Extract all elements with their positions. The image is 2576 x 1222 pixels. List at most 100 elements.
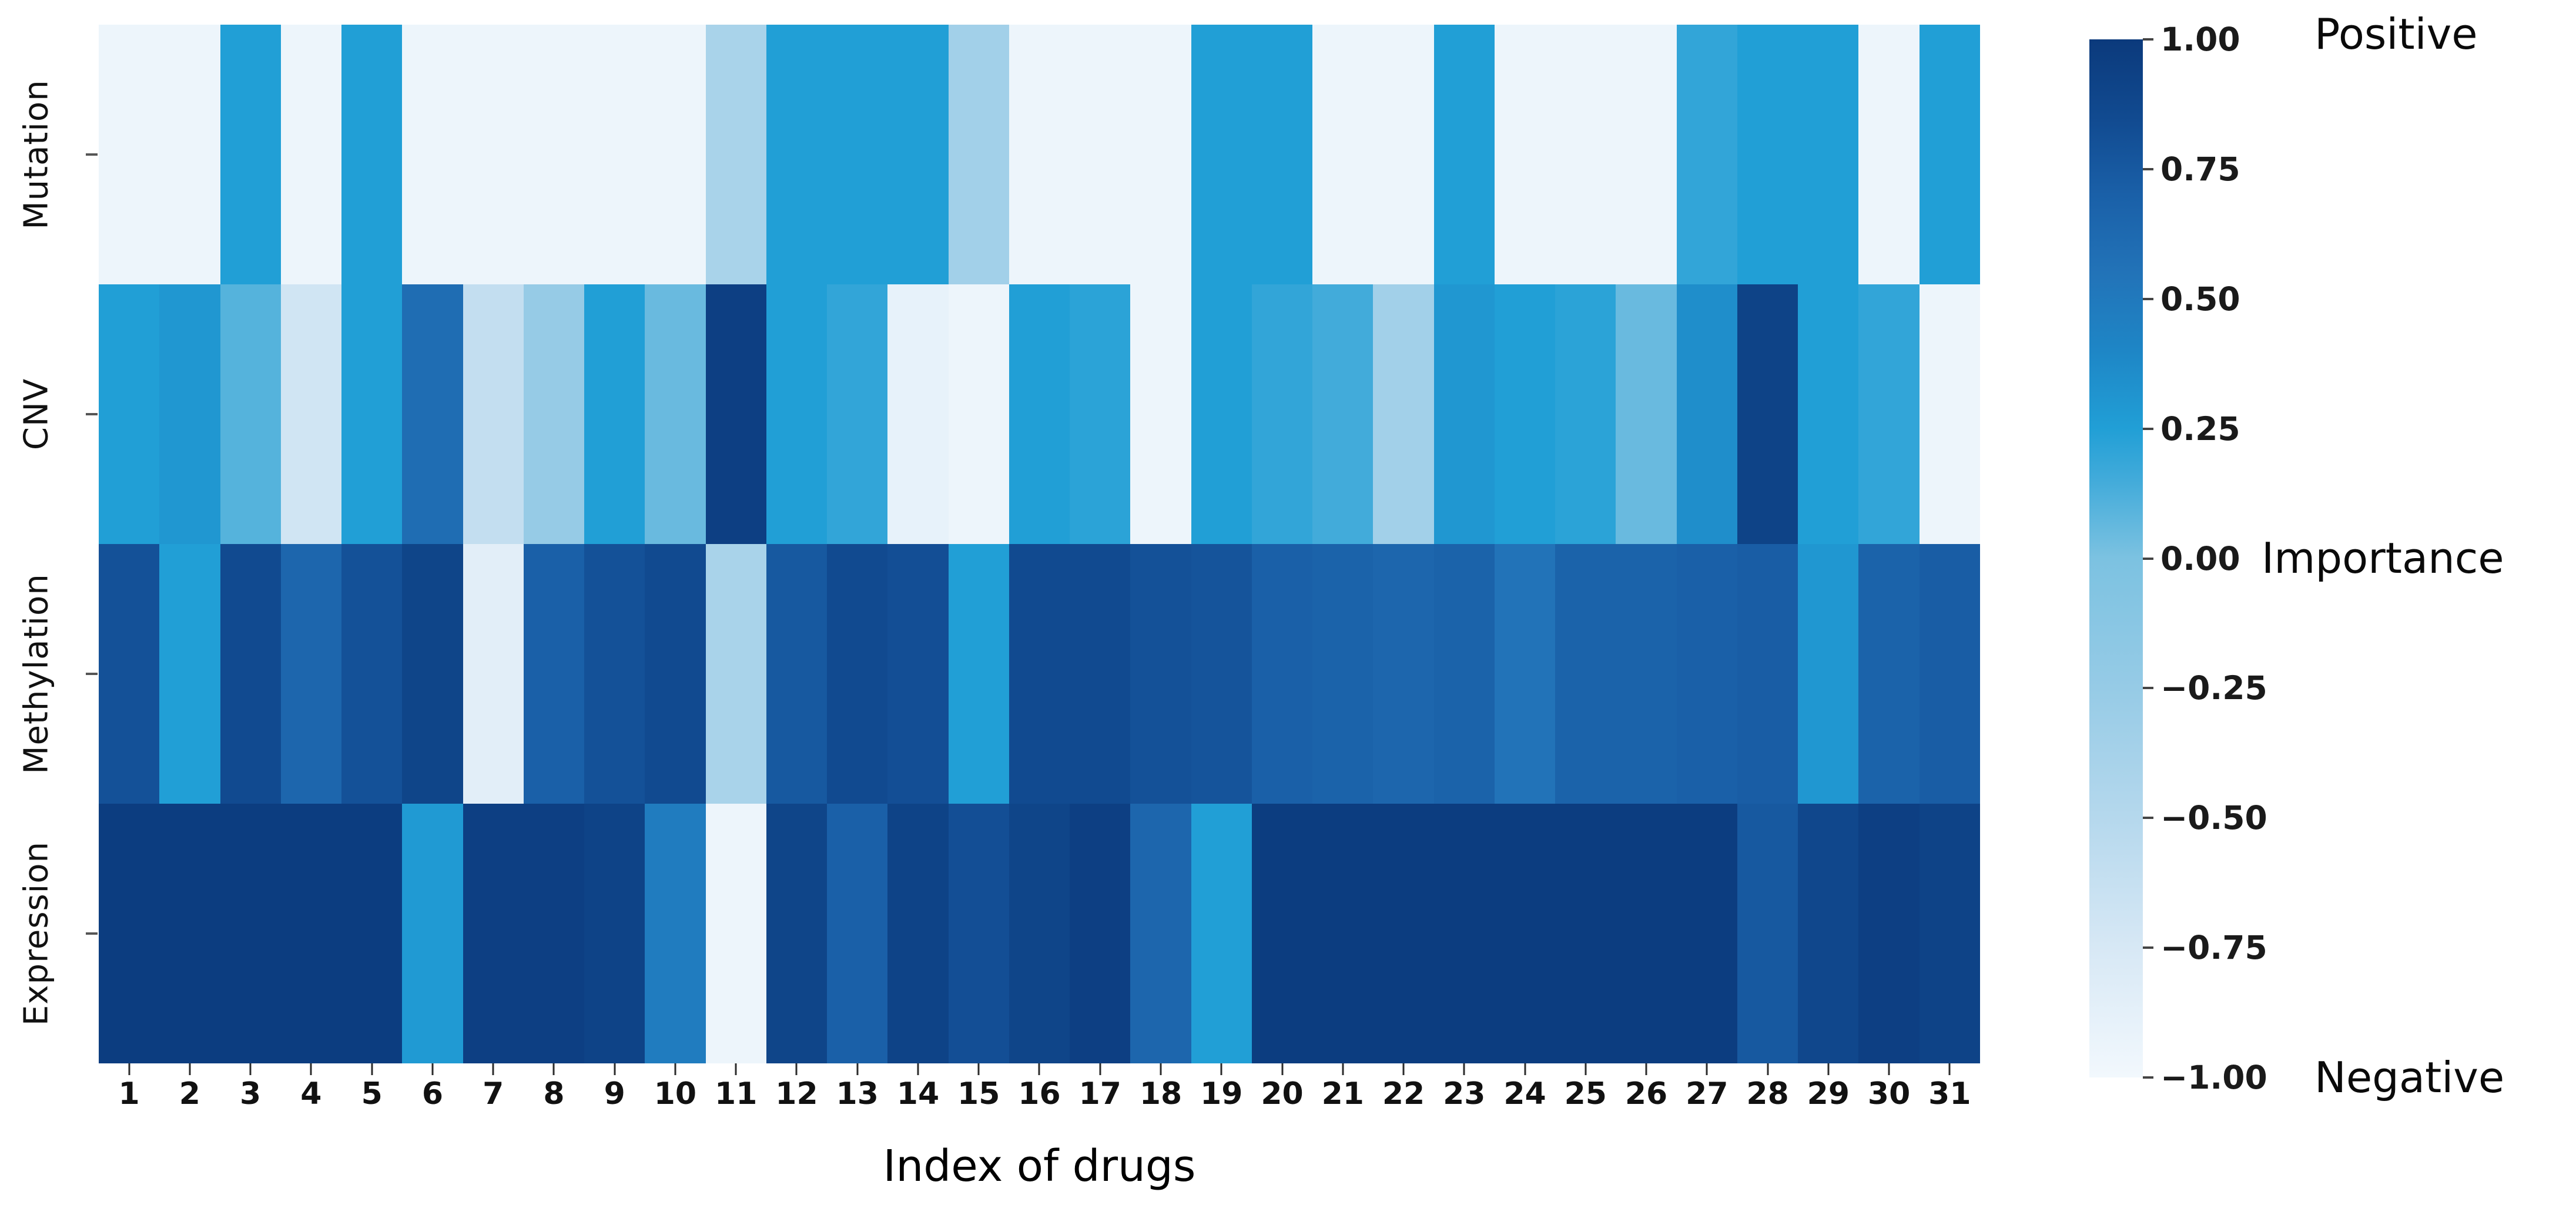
heatmap-cell: [887, 25, 949, 284]
x-tick: [159, 1063, 220, 1076]
heatmap-cell: [948, 25, 1009, 284]
x-tick: [827, 1063, 887, 1076]
x-tick-label: 24: [1503, 1076, 1546, 1112]
x-tick-label: 31: [1928, 1076, 1971, 1112]
x-tick: [887, 1063, 948, 1076]
x-tick-label: 28: [1746, 1076, 1789, 1112]
heatmap-cell: [1919, 25, 1980, 284]
heatmap-cell: [1494, 544, 1556, 804]
x-tick-label: 25: [1564, 1076, 1607, 1112]
heatmap-cell: [1555, 544, 1616, 804]
x-tick: [99, 1063, 159, 1076]
heatmap-cell: [1798, 25, 1859, 284]
x-tick: [220, 1063, 281, 1076]
heatmap-cell: [1312, 544, 1374, 804]
heatmap-cell: [220, 284, 281, 544]
heatmap-cell: [159, 804, 220, 1063]
heatmap-cell: [887, 544, 949, 804]
heatmap-cell: [645, 25, 706, 284]
heatmap-cell: [1737, 804, 1798, 1063]
heatmap-cell: [827, 25, 888, 284]
colorbar-importance-label: Importance: [2262, 533, 2504, 583]
heatmap-cell: [1312, 25, 1374, 284]
heatmap-cell: [1616, 804, 1677, 1063]
x-tick: [1920, 1063, 1980, 1076]
heatmap-cell: [1312, 284, 1374, 544]
heatmap-cell: [1191, 25, 1252, 284]
heatmap-cell: [1433, 25, 1495, 284]
x-tick: [524, 1063, 584, 1076]
x-tick-label: 20: [1261, 1076, 1304, 1112]
heatmap-cell: [523, 804, 585, 1063]
x-tick: [341, 1063, 402, 1076]
x-tick-label: 3: [240, 1076, 262, 1112]
x-tick: [1737, 1063, 1798, 1076]
colorbar-tick-label: 0.25: [2160, 409, 2240, 448]
x-tick-label: 5: [361, 1076, 383, 1112]
heatmap-cell: [766, 284, 828, 544]
heatmap-cell: [1676, 544, 1737, 804]
colorbar-positive-label: Positive: [2314, 9, 2478, 59]
heatmap-cell: [1312, 804, 1374, 1063]
y-tick: [86, 932, 98, 935]
x-tick-label: 12: [775, 1076, 818, 1112]
heatmap-cell: [948, 284, 1009, 544]
heatmap-cell: [827, 284, 888, 544]
x-tick: [645, 1063, 705, 1076]
x-tick: [1009, 1063, 1070, 1076]
x-axis-tick-labels: 1 2 3 4 5 6 7 8 9 10 11 12 13 14 15 16 17 18 19 20 21 22 23 24 2…: [99, 1075, 1980, 1113]
heatmap-cell: [1191, 544, 1252, 804]
heatmap-cell: [1433, 544, 1495, 804]
heatmap-cell: [1130, 804, 1191, 1063]
y-tick: [86, 673, 98, 675]
heatmap-cell: [1555, 804, 1616, 1063]
colorbar-tick: [2143, 817, 2153, 820]
heatmap-cell: [1009, 544, 1070, 804]
heatmap-cell: [584, 804, 645, 1063]
heatmap-cell: [341, 804, 403, 1063]
heatmap-cell: [220, 544, 281, 804]
heatmap-cell: [402, 25, 463, 284]
heatmap-cell: [1798, 544, 1859, 804]
heatmap-cell: [1676, 25, 1737, 284]
heatmap-cell: [645, 544, 706, 804]
x-axis-title: Index of drugs: [883, 1141, 1196, 1191]
heatmap-cell: [1737, 25, 1798, 284]
heatmap-cell: [159, 284, 220, 544]
x-tick-label: 30: [1867, 1076, 1911, 1112]
x-tick-label: 6: [421, 1076, 443, 1112]
x-tick-label: 22: [1382, 1076, 1425, 1112]
x-tick: [949, 1063, 1009, 1076]
heatmap-cell: [1858, 284, 1920, 544]
heatmap-cell: [280, 544, 342, 804]
heatmap-cell: [1494, 284, 1556, 544]
heatmap-cell: [463, 804, 524, 1063]
heatmap-cell: [523, 284, 585, 544]
heatmap-cell: [1373, 544, 1434, 804]
heatmap-cell: [948, 804, 1009, 1063]
x-tick-label: 21: [1321, 1076, 1364, 1112]
heatmap-cell: [280, 25, 342, 284]
heatmap-cell: [1070, 25, 1131, 284]
colorbar-tick: [2143, 297, 2153, 300]
heatmap-cell: [1433, 804, 1495, 1063]
heatmap-cell: [1616, 25, 1677, 284]
colorbar-tick: [2143, 1076, 2153, 1079]
x-tick-label: 15: [957, 1076, 1000, 1112]
colorbar-negative-label: Negative: [2314, 1053, 2505, 1102]
colorbar-tick-label: −0.50: [2160, 799, 2267, 837]
heatmap-cell: [402, 544, 463, 804]
heatmap-cell: [827, 804, 888, 1063]
heatmap-cell: [1070, 284, 1131, 544]
heatmap-cell: [705, 25, 766, 284]
heatmap-cell: [1251, 544, 1313, 804]
heatmap-cell: [827, 544, 888, 804]
x-tick: [402, 1063, 463, 1076]
heatmap-cell: [1494, 25, 1556, 284]
heatmap-cell: [1373, 284, 1434, 544]
x-tick: [1858, 1063, 1919, 1076]
colorbar-tick: [2143, 687, 2153, 690]
heatmap-cell: [523, 544, 585, 804]
x-tick-label: 4: [300, 1076, 322, 1112]
